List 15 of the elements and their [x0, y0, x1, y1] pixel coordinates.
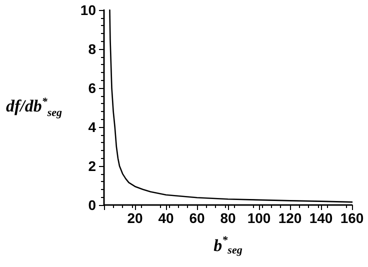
- x-tick-label: 120: [278, 210, 302, 226]
- y-tick-label: 0: [88, 197, 96, 213]
- x-tick-label: 40: [158, 210, 174, 226]
- y-tick-label: 10: [80, 2, 96, 18]
- x-tick-label: 140: [309, 210, 333, 226]
- x-tick-label: 160: [340, 210, 364, 226]
- x-tick-label: 60: [189, 210, 205, 226]
- x-tick-label: 20: [127, 210, 143, 226]
- y-tick-label: 4: [88, 119, 96, 135]
- y-tick-label: 8: [88, 41, 96, 57]
- x-axis-title: b*seg: [214, 234, 243, 256]
- x-tick-label: 80: [220, 210, 236, 226]
- x-tick-label: 100: [247, 210, 271, 226]
- y-tick-label: 2: [88, 158, 96, 174]
- y-tick-label: 6: [88, 80, 96, 96]
